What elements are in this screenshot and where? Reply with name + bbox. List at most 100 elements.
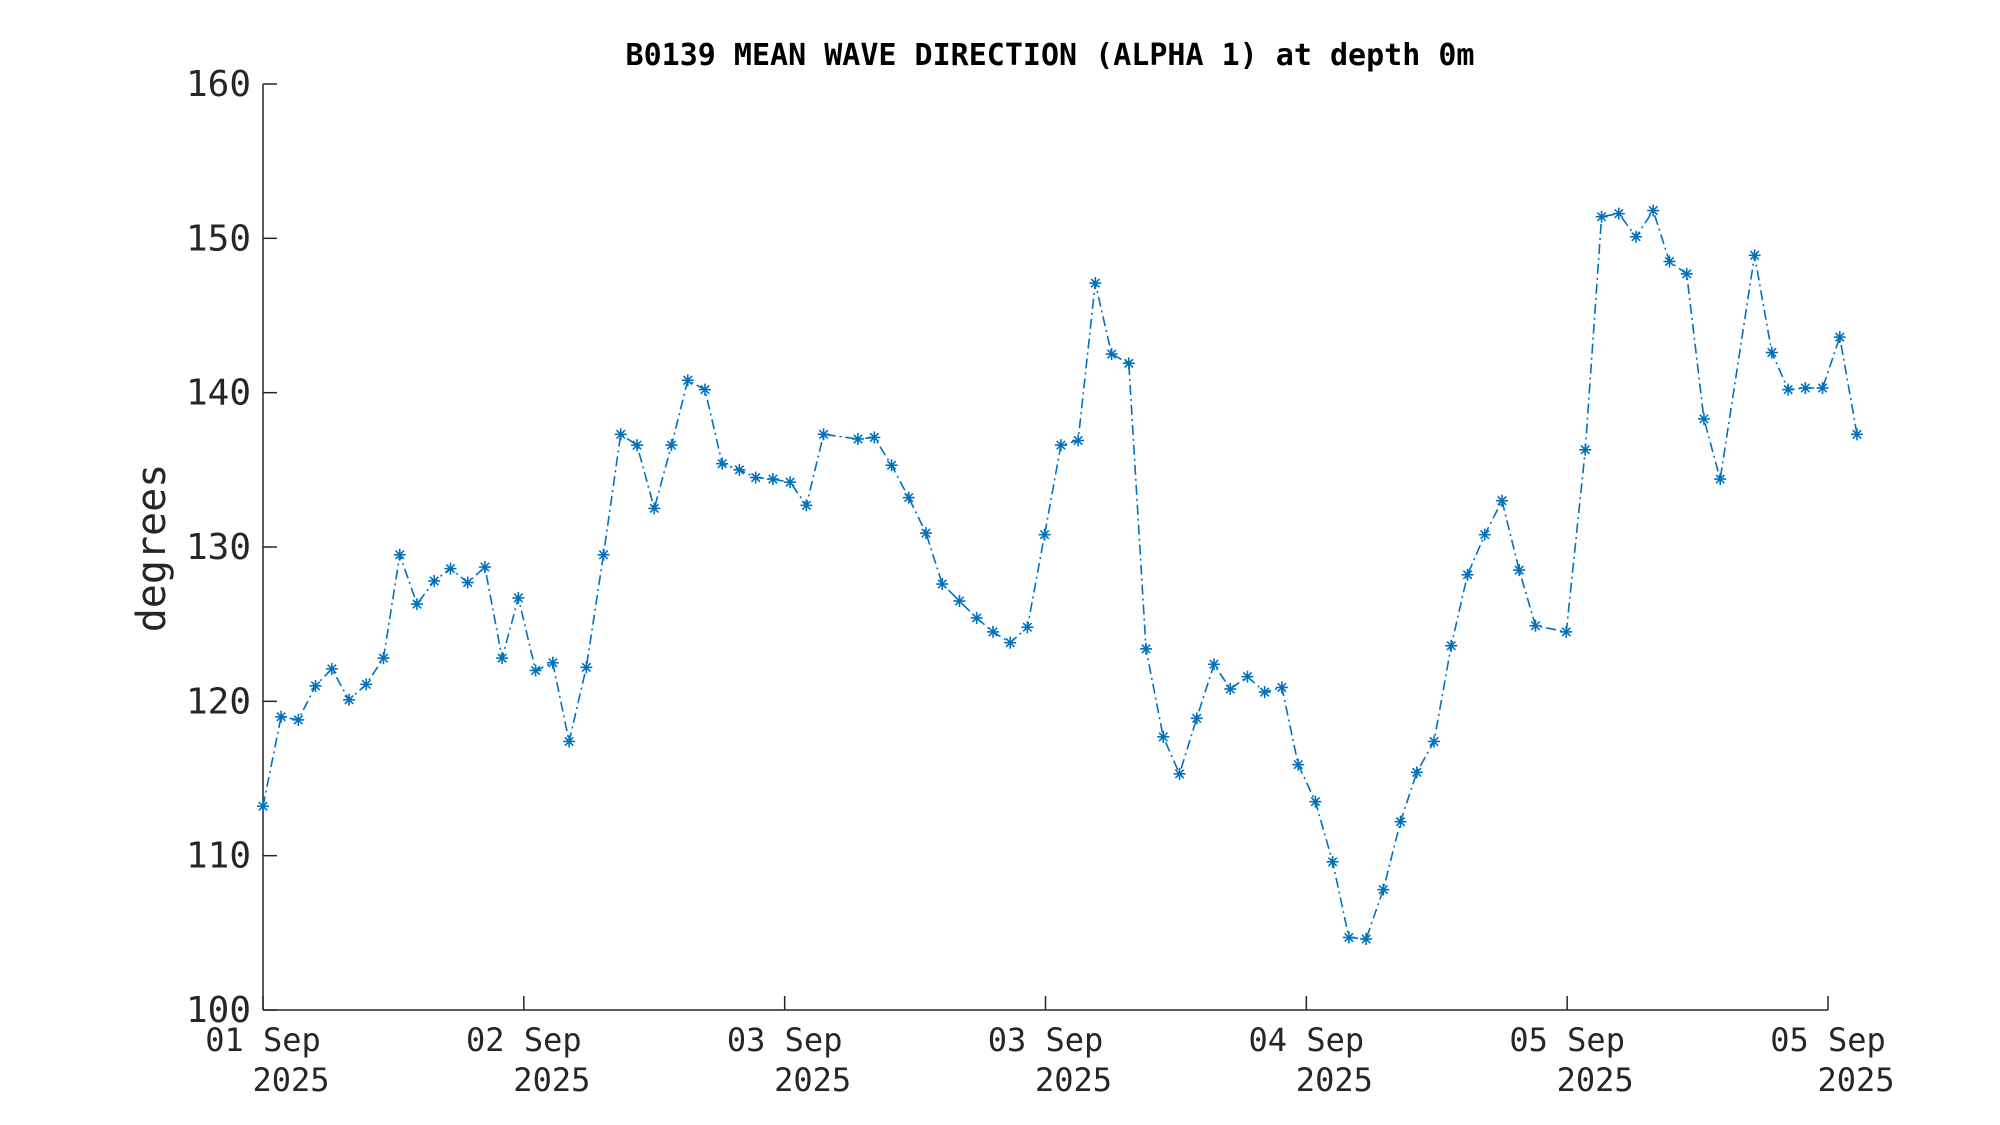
series-line <box>262 208 1858 940</box>
data-point <box>1054 439 1067 452</box>
x-tick-year-label: 2025 <box>1296 1061 1373 1099</box>
data-point <box>1309 795 1322 808</box>
data-point <box>665 439 678 452</box>
x-tick-label: 05 Sep <box>1770 1021 1886 1059</box>
data-point <box>325 662 338 675</box>
data-point <box>1004 636 1017 649</box>
data-point <box>1513 564 1526 577</box>
x-tick-year-label: 2025 <box>1557 1061 1634 1099</box>
data-point <box>1173 767 1186 780</box>
data-point <box>275 710 288 723</box>
data-point <box>1799 382 1812 395</box>
data-point <box>512 591 525 604</box>
data-point <box>1275 681 1288 694</box>
data-point <box>360 678 373 691</box>
data-point <box>698 383 711 396</box>
data-point <box>1394 815 1407 828</box>
chart-title: B0139 MEAN WAVE DIRECTION (ALPHA 1) at d… <box>626 38 1475 73</box>
data-point <box>817 428 830 441</box>
data-point <box>1579 443 1592 456</box>
data-point <box>496 652 509 665</box>
data-point <box>1529 619 1542 632</box>
data-point <box>1445 639 1458 652</box>
data-point <box>1241 670 1254 683</box>
data-point <box>1765 346 1778 359</box>
x-tick-label: 03 Sep <box>727 1021 843 1059</box>
data-point <box>1089 277 1102 290</box>
x-tick-label: 04 Sep <box>1249 1021 1365 1059</box>
data-point <box>1072 434 1085 447</box>
data-point <box>1326 855 1339 868</box>
y-axis-label: degrees <box>129 464 175 633</box>
y-axis: 100 110 120 130 140 150 160 <box>186 64 277 1031</box>
data-point <box>309 679 322 692</box>
x-tick-label: 01 Sep <box>205 1021 321 1059</box>
data-point <box>852 432 865 445</box>
data-point <box>1207 658 1220 671</box>
data-point <box>257 800 269 813</box>
data-point <box>529 664 542 677</box>
data-point <box>1850 428 1863 441</box>
y-tick-label: 110 <box>186 836 251 877</box>
data-point <box>444 562 457 575</box>
data-point <box>428 574 441 587</box>
data-point <box>343 693 356 706</box>
x-tick-year-label: 2025 <box>774 1061 851 1099</box>
data-point <box>716 457 729 470</box>
data-point <box>648 502 661 515</box>
data-point <box>1377 883 1390 896</box>
data-point <box>1428 735 1441 748</box>
data-point <box>733 463 746 476</box>
data-point <box>614 428 627 441</box>
data-point <box>1816 382 1829 395</box>
y-tick-label: 150 <box>186 218 251 259</box>
data-point <box>1360 933 1373 946</box>
x-tick-label: 05 Sep <box>1509 1021 1625 1059</box>
data-point <box>681 374 694 387</box>
data-point <box>1140 642 1153 655</box>
data-point <box>393 548 406 561</box>
data-point <box>1461 568 1474 581</box>
data-point <box>1663 255 1676 268</box>
data-point <box>902 491 915 504</box>
data-point <box>1680 267 1693 280</box>
data-point <box>1224 682 1237 695</box>
data-point <box>1292 758 1305 771</box>
data-point <box>1782 383 1795 396</box>
data-point <box>1342 931 1355 944</box>
data-point <box>631 439 644 452</box>
data-point <box>377 652 390 665</box>
data-point <box>597 548 610 561</box>
x-tick-label: 02 Sep <box>466 1021 582 1059</box>
y-tick-label: 130 <box>186 527 251 568</box>
x-tick-year-label: 2025 <box>252 1061 329 1099</box>
data-point <box>1629 230 1642 243</box>
y-tick-label: 120 <box>186 681 251 722</box>
data-point <box>292 713 305 726</box>
data-point <box>1595 210 1608 223</box>
data-point <box>563 735 576 748</box>
data-point <box>919 527 932 540</box>
y-tick-label: 160 <box>186 64 251 105</box>
data-point <box>1560 625 1573 638</box>
data-point <box>784 476 797 489</box>
data-point <box>868 431 881 444</box>
data-point <box>1697 412 1710 425</box>
data-point <box>1122 357 1135 370</box>
data-point <box>1038 528 1051 541</box>
data-point <box>478 561 491 574</box>
data-point <box>580 661 593 674</box>
data-point <box>885 459 898 472</box>
data-point <box>986 625 999 638</box>
data-point <box>1478 528 1491 541</box>
data-point <box>1647 204 1660 217</box>
y-tick-label: 100 <box>186 990 251 1031</box>
data-point <box>1258 686 1271 699</box>
data-point <box>1190 712 1203 725</box>
y-tick-label: 140 <box>186 373 251 414</box>
data-point <box>1410 766 1423 779</box>
data-point <box>1157 730 1170 743</box>
data-point <box>766 473 779 486</box>
